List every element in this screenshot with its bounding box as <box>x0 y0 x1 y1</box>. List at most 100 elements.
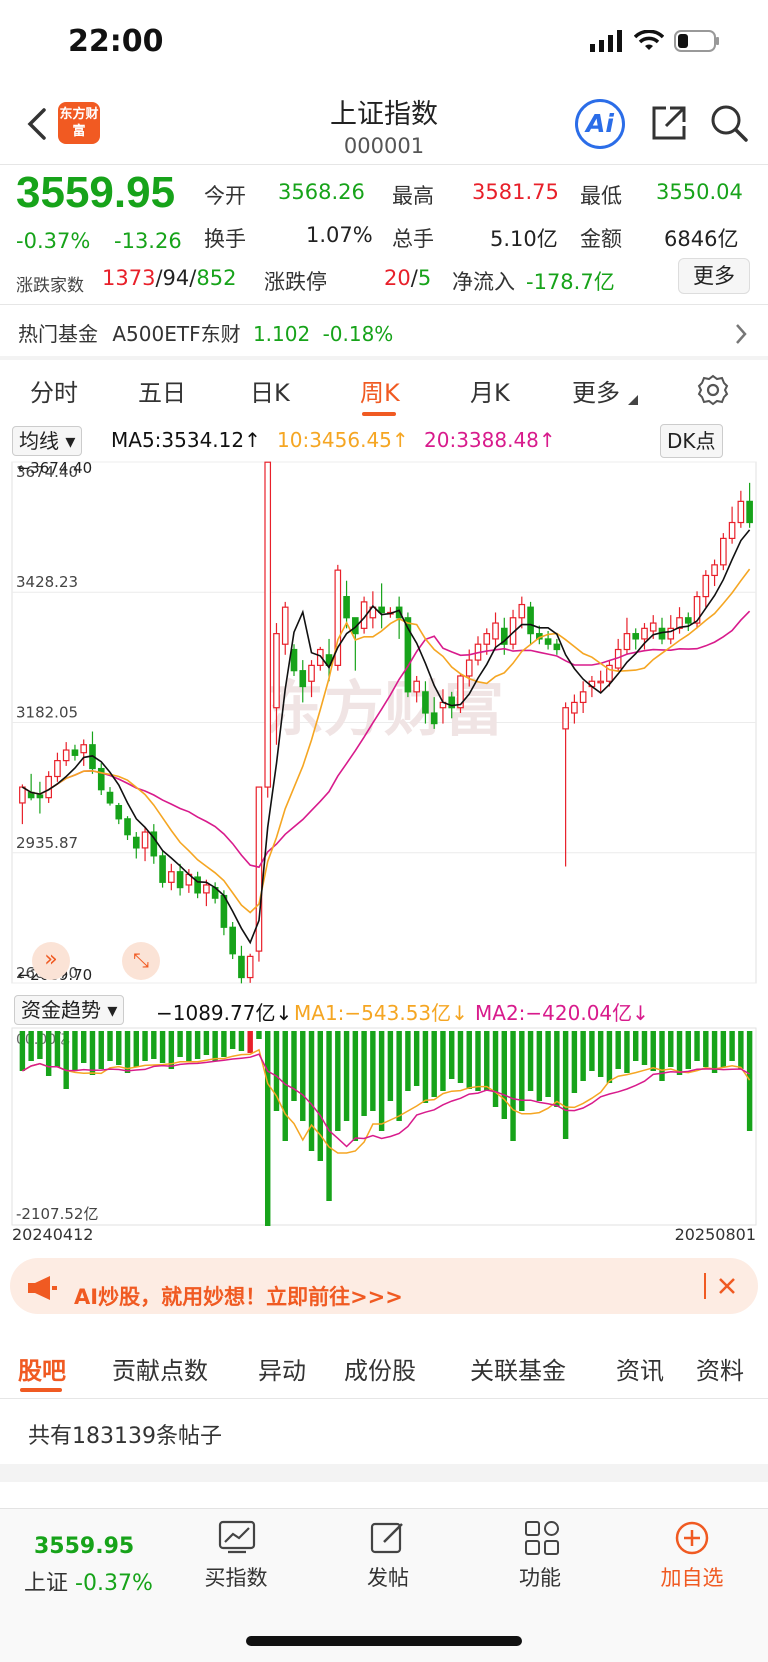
tab-daily-k[interactable]: 日K <box>250 379 290 407</box>
amount-value: 6846亿 <box>664 227 739 251</box>
capital-bar <box>264 1031 271 1226</box>
y-tick-label: 3428.23 <box>16 573 78 591</box>
tab-monthly-k[interactable]: 月K <box>470 379 510 407</box>
candlestick-chart[interactable]: 3674.403428.233182.052935.872689.70东方财富←… <box>0 455 768 1255</box>
candle-body <box>229 926 236 955</box>
capital-bar <box>519 1031 525 1111</box>
tab-news[interactable]: 资讯 <box>616 1357 664 1385</box>
capital-bar <box>151 1031 157 1059</box>
hot-fund-label: 热门基金 <box>18 322 98 346</box>
capital-bar <box>273 1031 280 1111</box>
chevron-right-icon[interactable] <box>734 322 748 346</box>
ma-select[interactable]: 均线 ▾ <box>12 426 83 456</box>
expand-panel-button[interactable]: » <box>32 942 70 980</box>
capital-panel-frame <box>11 1027 757 1226</box>
candle-body <box>150 831 158 857</box>
share-icon[interactable] <box>648 102 690 144</box>
high-marker: ←3674.40 <box>18 459 93 477</box>
candle-body <box>316 648 324 666</box>
open-value: 3568.26 <box>278 180 365 204</box>
capital-bar <box>116 1031 122 1065</box>
capital-bar <box>554 1031 560 1107</box>
capital-select[interactable]: 资金趋势 ▾ <box>14 995 125 1025</box>
add-circle-icon[interactable] <box>674 1520 710 1556</box>
x-end-label: 20250801 <box>675 1225 756 1244</box>
capital-bar <box>624 1031 630 1073</box>
tab-movement[interactable]: 异动 <box>258 1357 306 1385</box>
ai-banner[interactable] <box>10 1258 758 1314</box>
home-indicator <box>246 1636 522 1646</box>
x-start-label: 20240412 <box>12 1225 93 1244</box>
capital-bar <box>133 1031 140 1067</box>
post-edit-icon[interactable] <box>370 1520 406 1556</box>
tab-constituents[interactable]: 成份股 <box>344 1357 416 1385</box>
capital-bar <box>28 1031 34 1061</box>
candle-body <box>746 500 753 524</box>
capital-bar <box>45 1031 52 1076</box>
capital-bar <box>720 1031 727 1067</box>
capital-bar <box>492 1031 499 1107</box>
capital-bar <box>659 1031 665 1081</box>
dk-point-button[interactable]: DK点 <box>660 424 723 458</box>
ma10-line <box>21 568 751 914</box>
more-button[interactable]: 更多 <box>678 258 750 294</box>
banner-divider <box>704 1273 706 1299</box>
tab-more[interactable]: 更多 <box>572 379 620 407</box>
tab-profile[interactable]: 资料 <box>696 1357 744 1385</box>
chart-trend-icon[interactable] <box>218 1520 256 1554</box>
candle-body <box>413 680 420 693</box>
candle-body <box>203 884 210 894</box>
megaphone-icon <box>28 1276 57 1300</box>
tab-weekly-k[interactable]: 周K <box>360 379 400 407</box>
tab-related-funds[interactable]: 关联基金 <box>470 1357 566 1385</box>
high-label: 最高 <box>392 184 434 208</box>
tab-five-day[interactable]: 五日 <box>138 379 186 407</box>
inflow-value: -178.7亿 <box>526 270 615 294</box>
app-logo: 东方财富 <box>58 102 100 144</box>
nav-add-watchlist[interactable]: 加自选 <box>660 1566 724 1590</box>
close-icon[interactable] <box>718 1277 736 1295</box>
low-value: 3550.04 <box>656 180 743 204</box>
capital-bar <box>80 1031 87 1063</box>
capital-bar <box>124 1031 131 1073</box>
search-icon[interactable] <box>708 102 750 144</box>
candle-body <box>518 603 526 619</box>
banner-text[interactable]: AI炒股，就用妙想！立即前往>>> <box>74 1285 403 1309</box>
nav-index-price[interactable]: 3559.95 <box>34 1534 135 1559</box>
capital-bar <box>229 1031 236 1049</box>
hot-fund-row[interactable]: 热门基金 A500ETF东财 1.102 -0.18% <box>18 318 393 347</box>
turnover-label: 换手 <box>204 227 246 251</box>
capital-bar <box>448 1031 455 1079</box>
nav-buy-index[interactable]: 买指数 <box>204 1566 268 1590</box>
nav-post[interactable]: 发帖 <box>367 1566 409 1590</box>
capital-bar <box>352 1031 359 1141</box>
candle-body <box>168 871 175 883</box>
capital-bar <box>142 1031 148 1061</box>
candle-body <box>492 622 499 640</box>
capital-bar <box>194 1031 201 1059</box>
capital-ma2-line <box>22 1053 750 1148</box>
tab-contribution[interactable]: 贡献点数 <box>112 1357 208 1385</box>
capital-bar <box>37 1031 43 1059</box>
ai-button[interactable]: Ai <box>575 99 625 149</box>
nav-functions[interactable]: 功能 <box>519 1566 561 1590</box>
candle-body <box>194 876 201 894</box>
turnover-value: 1.07% <box>306 223 373 247</box>
tab-intraday[interactable]: 分时 <box>30 379 78 407</box>
tab-forum[interactable]: 股吧 <box>18 1357 66 1385</box>
grid-function-icon[interactable] <box>524 1520 560 1556</box>
capital-bar <box>378 1031 385 1131</box>
y-tick-label: 3674.40 <box>16 463 78 481</box>
capital-bar <box>405 1031 411 1091</box>
capital-bar <box>597 1031 604 1077</box>
nav-index-change[interactable]: 上证 -0.37% <box>24 1571 153 1596</box>
candle-body <box>483 633 491 645</box>
settings-icon[interactable] <box>697 374 729 406</box>
candle-body <box>36 794 44 799</box>
candle-body <box>255 786 263 952</box>
open-label: 今开 <box>204 184 246 208</box>
capital-bar <box>440 1031 446 1091</box>
fullscreen-button[interactable]: ⤡ <box>122 942 160 980</box>
stock-code: 000001 <box>343 134 425 158</box>
back-icon[interactable] <box>22 104 52 144</box>
